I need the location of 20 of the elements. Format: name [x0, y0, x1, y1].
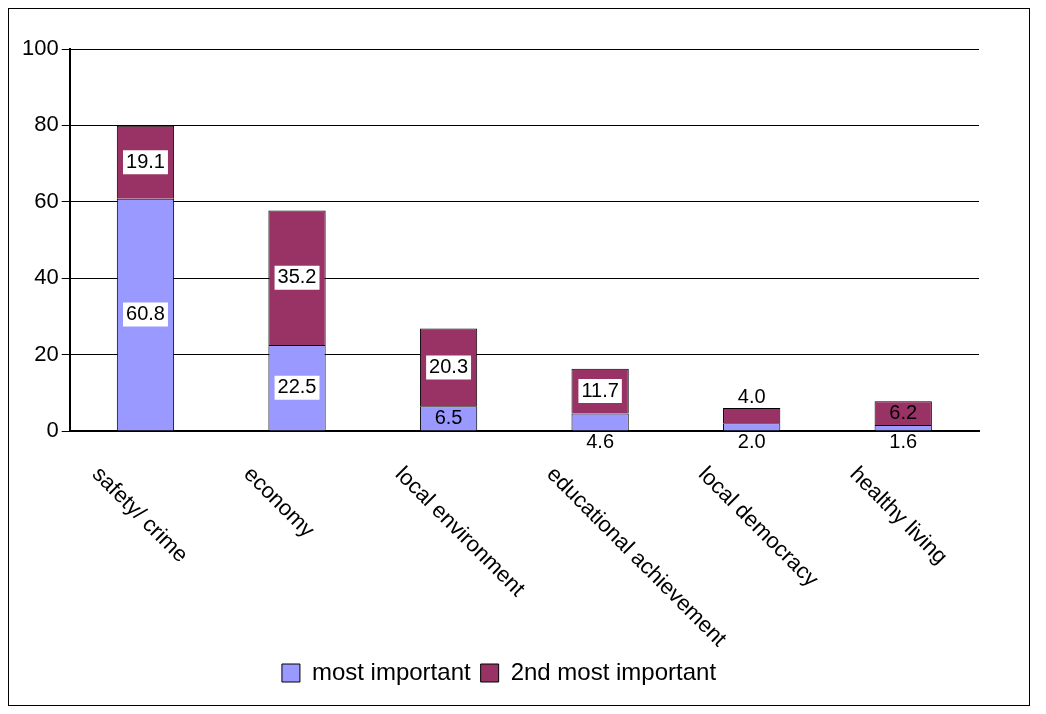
y-tick-label: 0: [46, 417, 59, 443]
legend-label: most important: [311, 657, 471, 685]
data-label: 4.0: [737, 384, 766, 407]
y-tick-label: 80: [34, 111, 59, 137]
data-label: 11.7: [581, 378, 619, 401]
data-label: 22.5: [277, 375, 317, 398]
data-label: 60.8: [126, 302, 165, 325]
y-tick-label: 40: [34, 264, 59, 290]
legend-label: 2nd most important: [510, 657, 717, 685]
data-label: 1.6: [889, 430, 918, 453]
y-tick-label: 20: [34, 340, 59, 366]
y-tick-label: 100: [21, 35, 59, 61]
data-label: 2.0: [737, 430, 766, 453]
data-label: 20.3: [429, 354, 469, 377]
data-label: 35.2: [277, 265, 317, 288]
data-label: 6.2: [889, 400, 918, 423]
data-label: 19.1: [126, 149, 165, 172]
data-label: 4.6: [586, 430, 615, 453]
y-tick-label: 60: [34, 187, 59, 213]
data-label: 6.5: [434, 405, 463, 428]
